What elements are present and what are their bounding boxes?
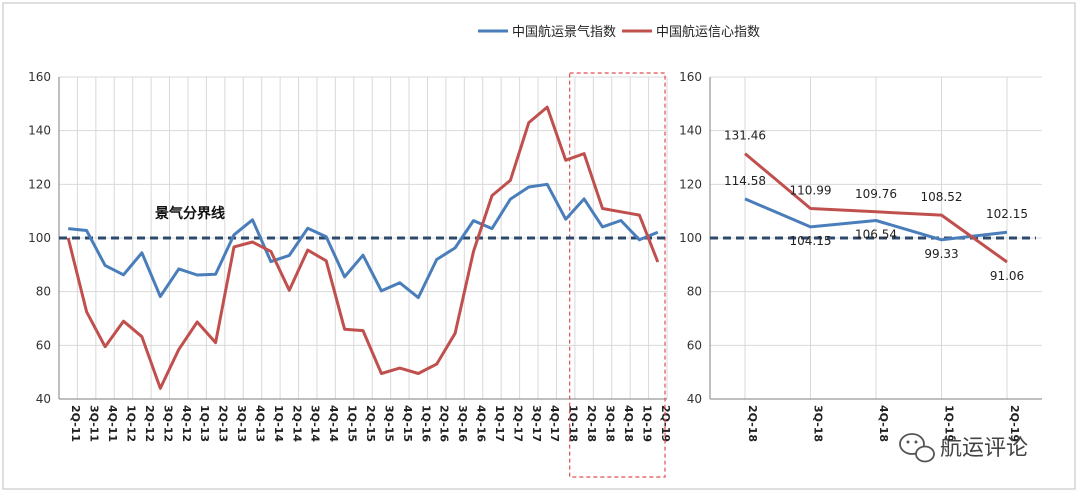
y-tick-label: 40 bbox=[687, 392, 702, 406]
x-tick-label: 1Q-12 bbox=[124, 405, 137, 442]
boundary-annotation: 景气分界线 bbox=[155, 205, 225, 222]
x-tick-label: 3Q-14 bbox=[309, 405, 322, 442]
x-tick-label: 2Q-16 bbox=[438, 405, 451, 442]
y-tick-label: 140 bbox=[28, 124, 51, 138]
x-tick-label: 2Q-18 bbox=[585, 405, 598, 442]
data-label-confidence: 131.46 bbox=[724, 129, 766, 143]
data-label-prosperity: 104.15 bbox=[790, 234, 832, 248]
right-panel: 40 60 80 100 120 140 160 2Q-18 3Q-18 4Q-18 1Q-19 2Q… bbox=[679, 70, 1042, 442]
x-tick-label: 4Q-16 bbox=[475, 405, 488, 442]
legend-label-confidence: 中国航运信心指数 bbox=[656, 24, 760, 40]
y-tick-label: 60 bbox=[687, 338, 702, 352]
confidence-line bbox=[744, 152, 1008, 264]
legend-label-prosperity: 中国航运景气指数 bbox=[512, 24, 616, 40]
x-tick-label: 1Q-15 bbox=[346, 405, 359, 442]
data-label-confidence: 91.06 bbox=[990, 269, 1024, 283]
x-tick-label: 2Q-19 bbox=[659, 405, 672, 442]
data-label-prosperity: 114.58 bbox=[724, 174, 766, 188]
prosperity-line bbox=[68, 182, 659, 300]
y-tick-label: 80 bbox=[687, 285, 702, 299]
watermark-text: 航运评论 bbox=[940, 436, 1028, 461]
x-tick-label: 2Q-14 bbox=[290, 405, 303, 442]
y-tick-label: 80 bbox=[36, 285, 51, 299]
x-tick-label: 2Q-13 bbox=[217, 405, 230, 442]
x-tick-label: 1Q-14 bbox=[272, 405, 285, 442]
y-tick-label: 140 bbox=[679, 124, 702, 138]
data-label-prosperity: 106.54 bbox=[855, 227, 897, 241]
x-tick-label: 3Q-13 bbox=[235, 405, 248, 442]
x-tick-label: 3Q-18 bbox=[812, 405, 825, 442]
x-tick-label: 2Q-17 bbox=[511, 405, 524, 442]
y-tick-label: 60 bbox=[36, 338, 51, 352]
left-panel: 40 60 80 100 120 140 160 2Q-11 3Q-11 4Q-11 1Q-12 2Q… bbox=[28, 70, 672, 478]
x-tick-label: 4Q-15 bbox=[401, 405, 414, 442]
x-tick-label: 4Q-14 bbox=[327, 405, 340, 442]
watermark: 航运评论 bbox=[899, 433, 1028, 463]
highlight-box bbox=[569, 72, 666, 478]
y-tick-label: 100 bbox=[28, 231, 51, 245]
x-tick-label: 3Q-11 bbox=[88, 405, 101, 442]
x-tick-label: 4Q-18 bbox=[877, 405, 890, 442]
x-tick-label: 3Q-15 bbox=[382, 405, 395, 442]
wechat-icon bbox=[899, 433, 935, 463]
data-label-prosperity: 102.15 bbox=[986, 207, 1028, 221]
x-tick-label: 3Q-18 bbox=[604, 405, 617, 442]
x-tick-label: 2Q-15 bbox=[364, 405, 377, 442]
data-label-confidence: 109.76 bbox=[855, 187, 897, 201]
x-tick-label: 2Q-19 bbox=[1008, 405, 1021, 442]
x-tick-label: 1Q-19 bbox=[640, 405, 653, 442]
chart-frame bbox=[2, 2, 1076, 490]
x-tick-label: 4Q-12 bbox=[180, 405, 193, 442]
confidence-line bbox=[66, 105, 660, 390]
x-tick-label: 1Q-18 bbox=[567, 405, 580, 442]
data-label-confidence: 110.99 bbox=[790, 184, 832, 198]
x-tick-label: 4Q-17 bbox=[548, 405, 561, 442]
data-label-confidence: 108.52 bbox=[921, 190, 963, 204]
x-tick-label: 4Q-11 bbox=[106, 405, 119, 442]
x-tick-label: 1Q-17 bbox=[493, 405, 506, 442]
y-tick-label: 120 bbox=[679, 177, 702, 191]
x-tick-label: 3Q-17 bbox=[530, 405, 543, 442]
x-tick-label: 1Q-19 bbox=[943, 405, 956, 442]
x-tick-label: 4Q-13 bbox=[253, 405, 266, 442]
legend: 中国航运景气指数 中国航运信心指数 bbox=[478, 24, 760, 40]
y-tick-label: 160 bbox=[679, 70, 702, 84]
x-tick-label: 3Q-16 bbox=[456, 405, 469, 442]
y-tick-label: 40 bbox=[36, 392, 51, 406]
data-label-prosperity: 99.33 bbox=[924, 247, 958, 261]
x-tick-label: 4Q-18 bbox=[622, 405, 635, 442]
y-tick-label: 160 bbox=[28, 70, 51, 84]
x-tick-label: 2Q-12 bbox=[143, 405, 156, 442]
x-tick-label: 2Q-18 bbox=[746, 405, 759, 442]
x-tick-label: 1Q-16 bbox=[419, 405, 432, 442]
x-tick-label: 3Q-12 bbox=[161, 405, 174, 442]
y-tick-label: 100 bbox=[679, 231, 702, 245]
x-tick-label: 1Q-13 bbox=[198, 405, 211, 442]
x-tick-label: 2Q-11 bbox=[69, 405, 82, 442]
y-tick-label: 120 bbox=[28, 177, 51, 191]
prosperity-line bbox=[744, 197, 1008, 242]
